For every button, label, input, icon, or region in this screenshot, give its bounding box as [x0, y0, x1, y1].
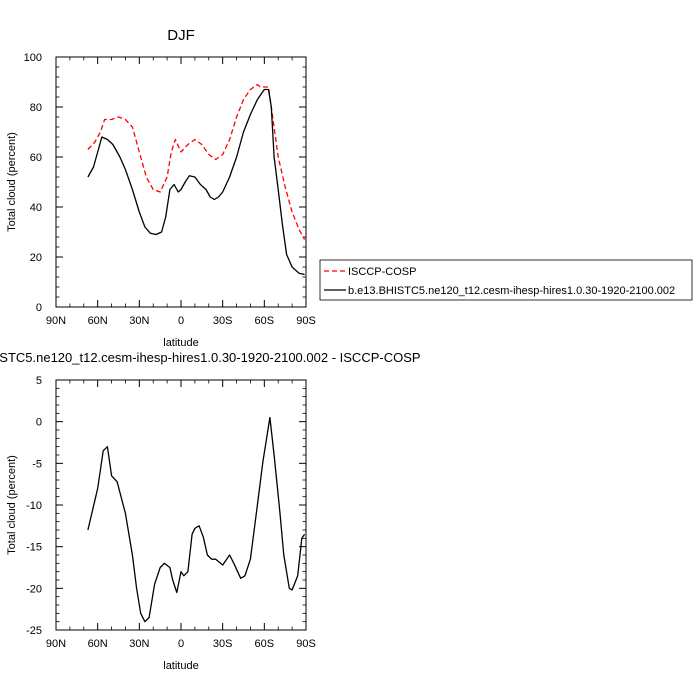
x-tick-label: 30S: [213, 315, 233, 327]
axes-ticks: 90N 60N 30N 0 30S 60S 90S -25 -20 -15 -10 -5 0 5: [26, 375, 316, 650]
legend: ISCCP-COSP b.e13.BHISTC5.ne120_t12.cesm-…: [319, 259, 693, 301]
x-tick-label: 0: [178, 638, 184, 650]
chart-title-difference: b.e13.BHISTC5.ne120_t12.cesm-ihesp-hires…: [0, 350, 421, 365]
x-tick-label: 0: [178, 315, 184, 327]
y-tick-label: 20: [30, 252, 42, 264]
x-tick-label: 90N: [46, 315, 66, 327]
panel-climatology: DJF latitude Total cloud (percent) 90N 60…: [6, 27, 316, 349]
y-axis-label: Total cloud (percent): [6, 132, 18, 232]
x-tick-label: 30N: [129, 315, 149, 327]
series-lines: [87, 416, 306, 623]
plot-frame: [55, 56, 307, 308]
legend-label-isccp: ISCCP-COSP: [348, 266, 416, 278]
y-tick-label: 40: [30, 202, 42, 214]
y-tick-label: -10: [26, 500, 42, 512]
legend-box: [319, 259, 693, 301]
x-axis-label: latitude: [163, 660, 198, 672]
x-tick-label: 60N: [88, 315, 108, 327]
x-tick-label: 60S: [255, 638, 275, 650]
y-tick-label: -5: [32, 458, 42, 470]
x-tick-label: 30N: [129, 638, 149, 650]
y-tick-label: 0: [36, 302, 42, 314]
y-tick-label: 100: [24, 52, 42, 64]
y-tick-label: -20: [26, 583, 42, 595]
y-tick-label: 5: [36, 375, 42, 387]
series-line-1: [87, 83, 306, 240]
y-tick-label: 0: [36, 417, 42, 429]
x-tick-label: 90S: [296, 315, 316, 327]
x-axis-label: latitude: [163, 337, 198, 349]
legend-label-model: b.e13.BHISTC5.ne120_t12.cesm-ihesp-hires…: [348, 285, 675, 297]
plot-frame: [55, 379, 307, 631]
x-tick-label: 90N: [46, 638, 66, 650]
chart-title: DJF: [167, 27, 195, 44]
x-tick-label: 60S: [255, 315, 275, 327]
series-lines: [87, 83, 306, 276]
axes-ticks: 90N 60N 30N 0 30S 60S 90S 0 20 40 60 80 100: [24, 52, 316, 327]
y-tick-label: 60: [30, 152, 42, 164]
series-line-2: [87, 88, 305, 276]
y-tick-label: 80: [30, 102, 42, 114]
panel-difference: b.e13.BHISTC5.ne120_t12.cesm-ihesp-hires…: [0, 350, 421, 672]
y-axis-label: Total cloud (percent): [6, 455, 18, 555]
y-tick-label: -25: [26, 625, 42, 637]
y-tick-label: -15: [26, 542, 42, 554]
series-line-1: [87, 416, 306, 623]
x-tick-label: 60N: [88, 638, 108, 650]
x-tick-label: 30S: [213, 638, 233, 650]
x-tick-label: 90S: [296, 638, 316, 650]
